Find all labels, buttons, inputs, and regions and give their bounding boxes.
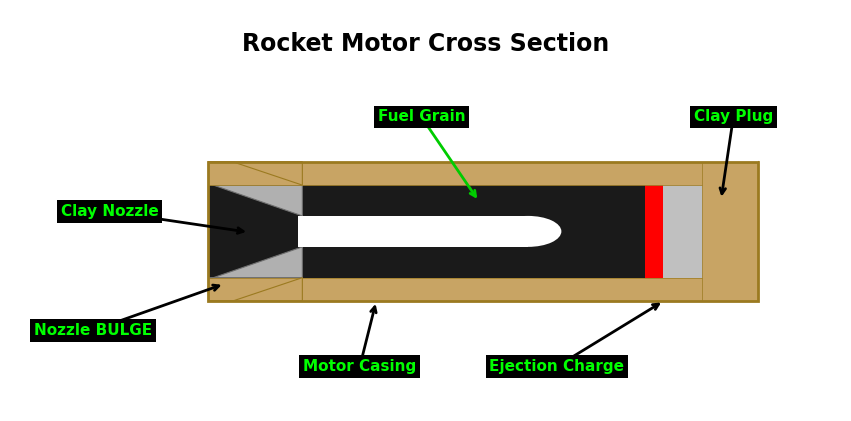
Bar xyxy=(15,183,208,280)
Polygon shape xyxy=(208,183,302,216)
Text: Nozzle BULGE: Nozzle BULGE xyxy=(34,323,152,338)
Bar xyxy=(208,162,758,301)
Ellipse shape xyxy=(495,216,562,247)
Bar xyxy=(208,162,758,185)
Bar xyxy=(15,62,208,406)
Text: Motor Casing: Motor Casing xyxy=(303,359,416,374)
Text: Ejection Charge: Ejection Charge xyxy=(489,359,625,374)
Polygon shape xyxy=(208,247,302,280)
Bar xyxy=(208,278,758,301)
Text: Clay Nozzle: Clay Nozzle xyxy=(60,204,158,219)
Bar xyxy=(208,185,302,278)
Bar xyxy=(702,162,758,301)
Bar xyxy=(702,185,758,278)
Bar xyxy=(298,216,528,247)
Bar xyxy=(663,185,702,278)
Polygon shape xyxy=(208,278,302,301)
Bar xyxy=(302,185,645,278)
Text: Fuel Grain: Fuel Grain xyxy=(378,109,465,125)
Title: Rocket Motor Cross Section: Rocket Motor Cross Section xyxy=(242,32,609,56)
Text: Clay Plug: Clay Plug xyxy=(694,109,773,125)
Bar xyxy=(208,162,758,301)
Bar xyxy=(208,62,758,162)
Bar xyxy=(208,301,758,406)
Bar xyxy=(645,185,663,278)
Polygon shape xyxy=(208,162,302,185)
